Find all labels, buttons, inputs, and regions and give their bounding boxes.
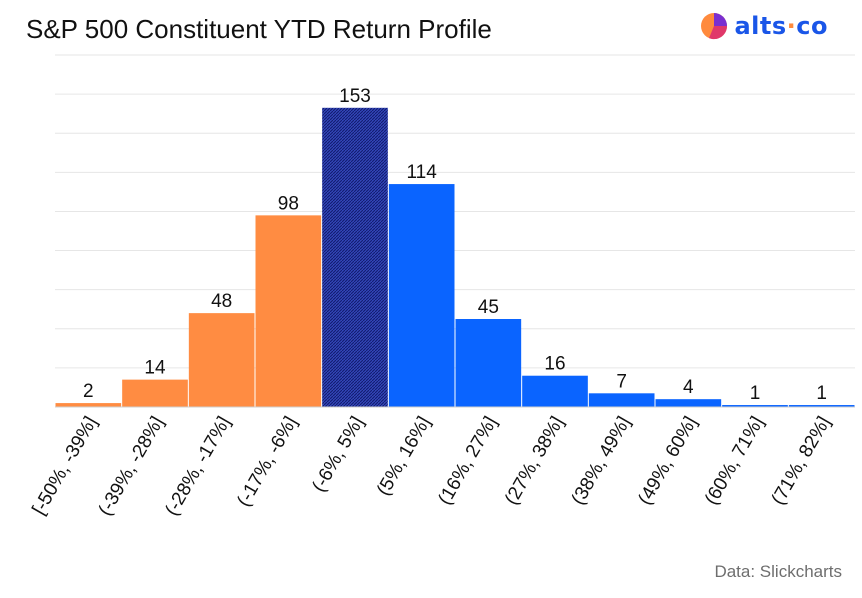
bar-value-label: 114 [407, 162, 438, 183]
x-tick-label: (49%, 60%] [634, 413, 701, 509]
bar-value-label: 98 [278, 193, 299, 214]
bar-value-label: 1 [750, 383, 761, 404]
bar-7 [522, 375, 588, 407]
data-labels: 2 14 48 98 153 114 45 16 7 4 1 1 [83, 86, 827, 404]
bar-3 [255, 215, 322, 407]
bar-1 [122, 379, 188, 407]
x-tick-label: (-17%, -6%] [233, 413, 301, 510]
bar-value-label: 4 [683, 377, 694, 398]
bar-0 [55, 403, 122, 407]
bar-8 [588, 393, 655, 407]
bar-9 [655, 399, 722, 407]
chart-title: S&P 500 Constituent YTD Return Profile [26, 14, 492, 44]
x-tick-label: (27%, 38%] [501, 413, 568, 509]
x-tick-label: (-6%, 5%] [308, 413, 368, 496]
x-tick-label: (16%, 27%] [434, 413, 501, 509]
brand-logo: alts·co [700, 8, 828, 44]
gridlines [55, 54, 855, 408]
bar-value-label: 14 [144, 358, 166, 379]
bar-value-label: 48 [211, 291, 232, 312]
bar-6 [455, 319, 522, 407]
x-tick-labels: [-50%, -39%](-39%, -28%](-28%, -17%](-17… [29, 413, 835, 520]
x-tick-label: (-39%, -28%] [95, 413, 169, 520]
logo-wordmark: alts·co [734, 12, 828, 40]
bar-value-label: 16 [544, 354, 565, 375]
bar-value-label: 2 [83, 381, 94, 402]
bar-value-label: 1 [816, 383, 827, 404]
bar-value-label: 45 [478, 297, 499, 318]
bar-11 [788, 405, 855, 407]
bars [55, 107, 855, 408]
bar-4 [322, 107, 388, 408]
x-tick-label: (60%, 71%] [701, 413, 768, 509]
x-tick-label: (-28%, -17%] [161, 413, 235, 520]
x-tick-label: (38%, 49%] [568, 413, 635, 509]
bar-10 [722, 405, 788, 407]
bar-5 [388, 184, 455, 407]
bar-value-label: 7 [616, 371, 627, 392]
bar-value-label: 153 [339, 86, 371, 107]
data-source-note: Data: Slickcharts [714, 562, 842, 581]
x-tick-label: [-50%, -39%] [29, 413, 102, 519]
pie-logo-icon [701, 13, 728, 40]
x-tick-label: (71%, 82%] [768, 413, 835, 509]
bar-2 [188, 313, 255, 407]
x-tick-label: (5%, 16%] [373, 413, 435, 499]
